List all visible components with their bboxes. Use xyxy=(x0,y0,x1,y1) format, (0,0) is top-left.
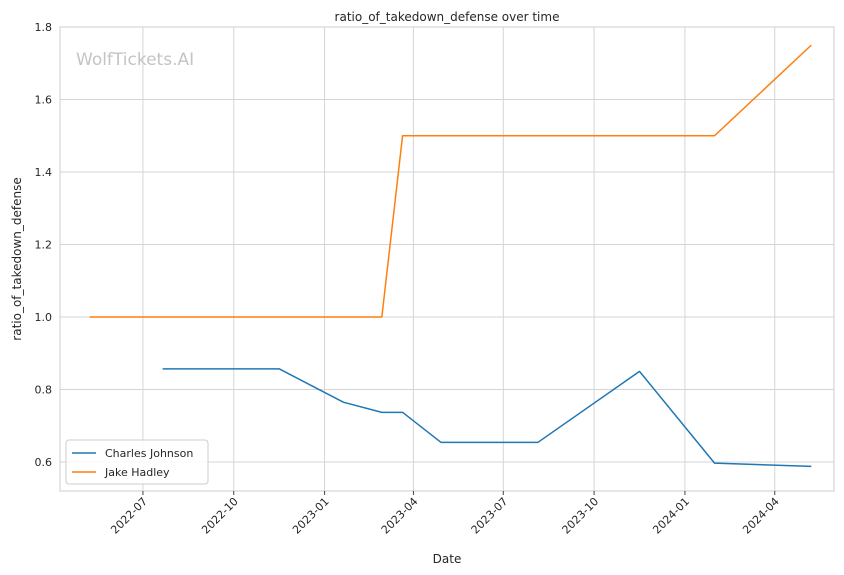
y-tick-label: 1.8 xyxy=(35,21,53,34)
x-axis-label: Date xyxy=(433,552,462,566)
y-tick-label: 0.8 xyxy=(35,384,53,397)
series-line-charles-johnson xyxy=(162,368,812,468)
legend-label: Charles Johnson xyxy=(105,447,193,460)
y-tick-label: 1.0 xyxy=(35,311,53,324)
legend-label: Jake Hadley xyxy=(104,466,170,479)
watermark-text: WolfTickets.AI xyxy=(76,50,194,70)
plot-area xyxy=(59,26,835,492)
y-axis-label: ratio_of_takedown_defense xyxy=(10,177,24,340)
y-tick-label: 1.2 xyxy=(35,239,53,252)
legend: Charles Johnson Jake Hadley xyxy=(65,439,209,485)
series-line-jake-hadley xyxy=(89,44,812,318)
y-tick-label: 0.6 xyxy=(35,456,53,469)
y-axis-ticks: 0.6 0.8 1.0 1.2 1.4 1.6 1.8 xyxy=(35,21,53,469)
legend-box xyxy=(65,439,209,485)
y-tick-label: 1.4 xyxy=(35,166,53,179)
series-layer xyxy=(89,44,812,468)
y-tick-label: 1.6 xyxy=(35,94,53,107)
chart-title: ratio_of_takedown_defense over time xyxy=(335,10,560,24)
